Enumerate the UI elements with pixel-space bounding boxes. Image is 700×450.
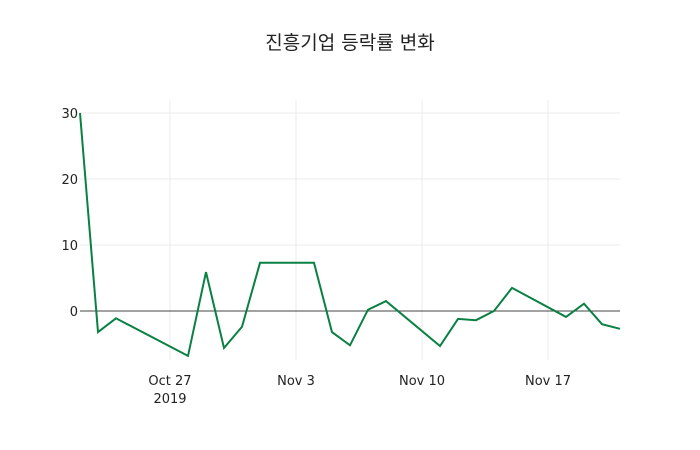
x-tick-label: Nov 10 (399, 374, 445, 389)
y-tick-label: 30 (61, 107, 78, 122)
x-tick-label: Nov 3 (277, 374, 315, 389)
plot-area[interactable] (79, 112, 621, 358)
chart-title: 진흥기업 등락률 변화 (265, 32, 434, 54)
y-tick-label: 0 (70, 305, 78, 320)
series-line[interactable] (79, 112, 621, 358)
axes: Oct 27 2019 Nov 3 Nov 10 Nov 17 0 10 20 30 (61, 107, 571, 407)
gridlines (80, 100, 620, 360)
y-tick-label: 20 (61, 173, 78, 188)
y-tick-label: 10 (61, 239, 78, 254)
x-tick-label: Nov 17 (525, 374, 571, 389)
x-tick-year-label: 2019 (153, 392, 186, 407)
x-tick-label: Oct 27 (148, 374, 191, 389)
